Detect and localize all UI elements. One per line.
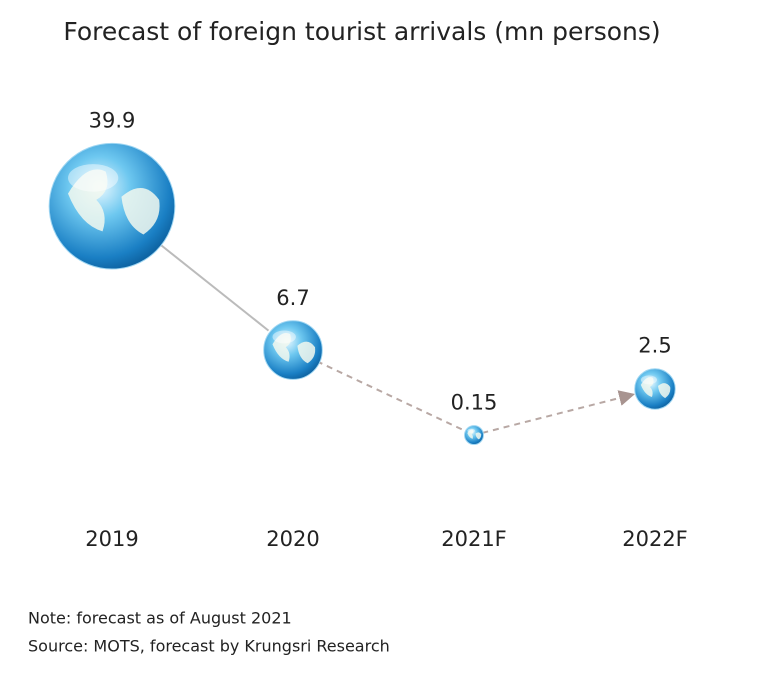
value-label: 39.9 — [89, 108, 136, 132]
shine — [467, 428, 475, 433]
bubble — [634, 368, 676, 410]
value-label: 2.5 — [638, 334, 671, 358]
globe — [464, 425, 484, 446]
value-label: 6.7 — [276, 286, 309, 310]
continent — [297, 341, 316, 364]
bubble — [464, 425, 484, 446]
bubble — [48, 142, 176, 270]
shine — [272, 330, 296, 344]
x-tick-label: 2021F — [441, 527, 507, 551]
source: Source: MOTS, forecast by Krungsri Resea… — [28, 637, 390, 656]
shine — [68, 164, 119, 192]
globe — [634, 368, 676, 410]
globe — [48, 142, 176, 270]
x-tick-label: 2020 — [266, 527, 319, 551]
continent — [475, 432, 482, 440]
chart-title: Forecast of foreign tourist arrivals (mn… — [63, 17, 660, 46]
connector — [482, 390, 636, 434]
x-tick-label: 2022F — [622, 527, 688, 551]
continent — [272, 332, 291, 362]
connector — [316, 360, 465, 432]
shine — [640, 375, 658, 385]
continent — [658, 383, 671, 399]
continent — [68, 169, 108, 232]
globe — [263, 320, 323, 380]
x-tick-label: 2019 — [85, 527, 138, 551]
note: Note: forecast as of August 2021 — [28, 609, 292, 628]
continent — [121, 188, 160, 235]
connector — [155, 240, 270, 332]
value-label: 0.15 — [451, 391, 498, 415]
continent — [467, 429, 474, 439]
continent — [640, 377, 654, 398]
bubble — [263, 320, 323, 380]
